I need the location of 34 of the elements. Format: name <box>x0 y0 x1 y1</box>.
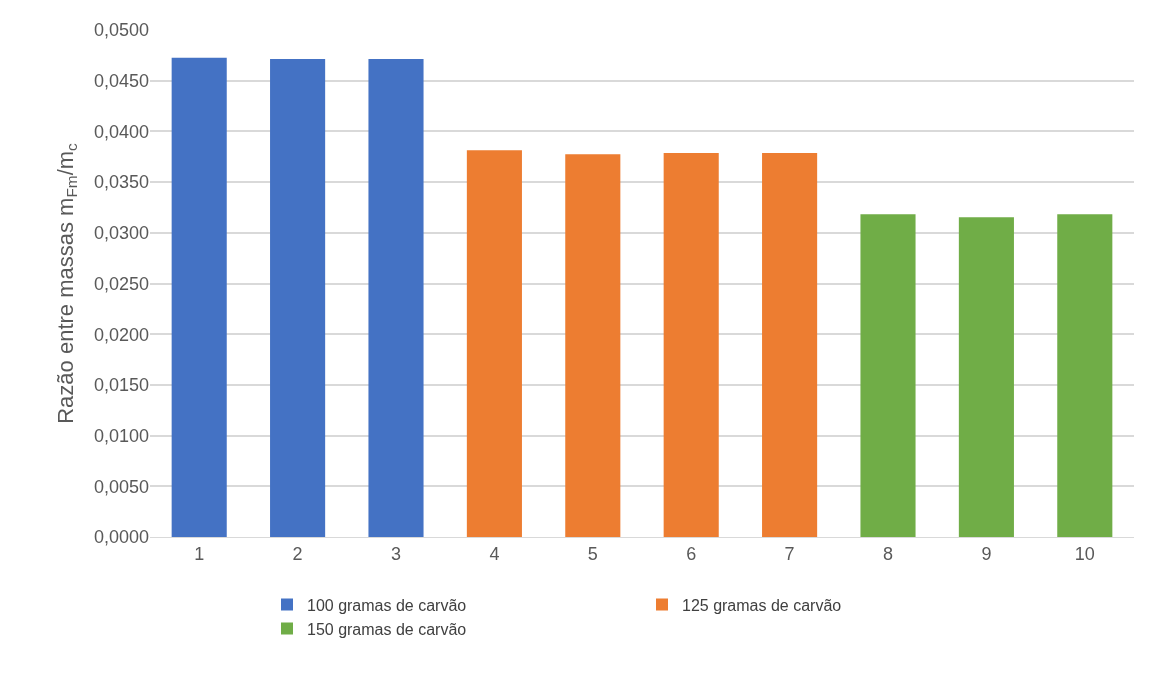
bar <box>1057 214 1113 537</box>
x-tick-label: 4 <box>489 543 500 564</box>
y-tick-label: 0,0300 <box>93 223 149 244</box>
bar <box>762 153 818 537</box>
x-tick-label: 6 <box>686 543 697 564</box>
y-tick-label: 0,0200 <box>93 324 149 345</box>
y-tick-label: 0,0500 <box>93 20 149 41</box>
y-tick-label: 0,0150 <box>93 375 149 396</box>
x-tick-label: 10 <box>1074 543 1095 564</box>
bar <box>466 150 522 537</box>
y-tick-label: 0,0400 <box>93 121 149 142</box>
x-tick-label: 5 <box>587 543 598 564</box>
x-tick-label: 8 <box>882 543 894 564</box>
y-tick-label: 0,0350 <box>93 172 149 193</box>
y-tick-label: 0,0100 <box>93 425 149 446</box>
legend-label: 125 gramas de carvão <box>682 596 842 614</box>
bar <box>270 59 326 537</box>
y-tick-label: 0,0050 <box>93 476 149 497</box>
legend-label: 100 gramas de carvão <box>307 596 467 614</box>
bar <box>368 59 424 537</box>
legend-label: 150 gramas de carvão <box>307 620 467 638</box>
x-tick-label: 7 <box>784 543 795 564</box>
y-tick-label: 0,0250 <box>93 273 149 294</box>
bar <box>958 217 1014 537</box>
x-tick-label: 1 <box>194 543 205 564</box>
bar <box>171 57 227 537</box>
bar <box>565 154 621 537</box>
y-tick-label: 0,0450 <box>93 71 149 91</box>
y-tick-label: 0,0000 <box>93 527 149 548</box>
bar <box>663 153 719 537</box>
x-tick-label: 9 <box>981 543 992 564</box>
x-tick-label: 2 <box>292 543 303 564</box>
x-tick-label: 3 <box>390 543 402 564</box>
bar <box>860 214 916 537</box>
